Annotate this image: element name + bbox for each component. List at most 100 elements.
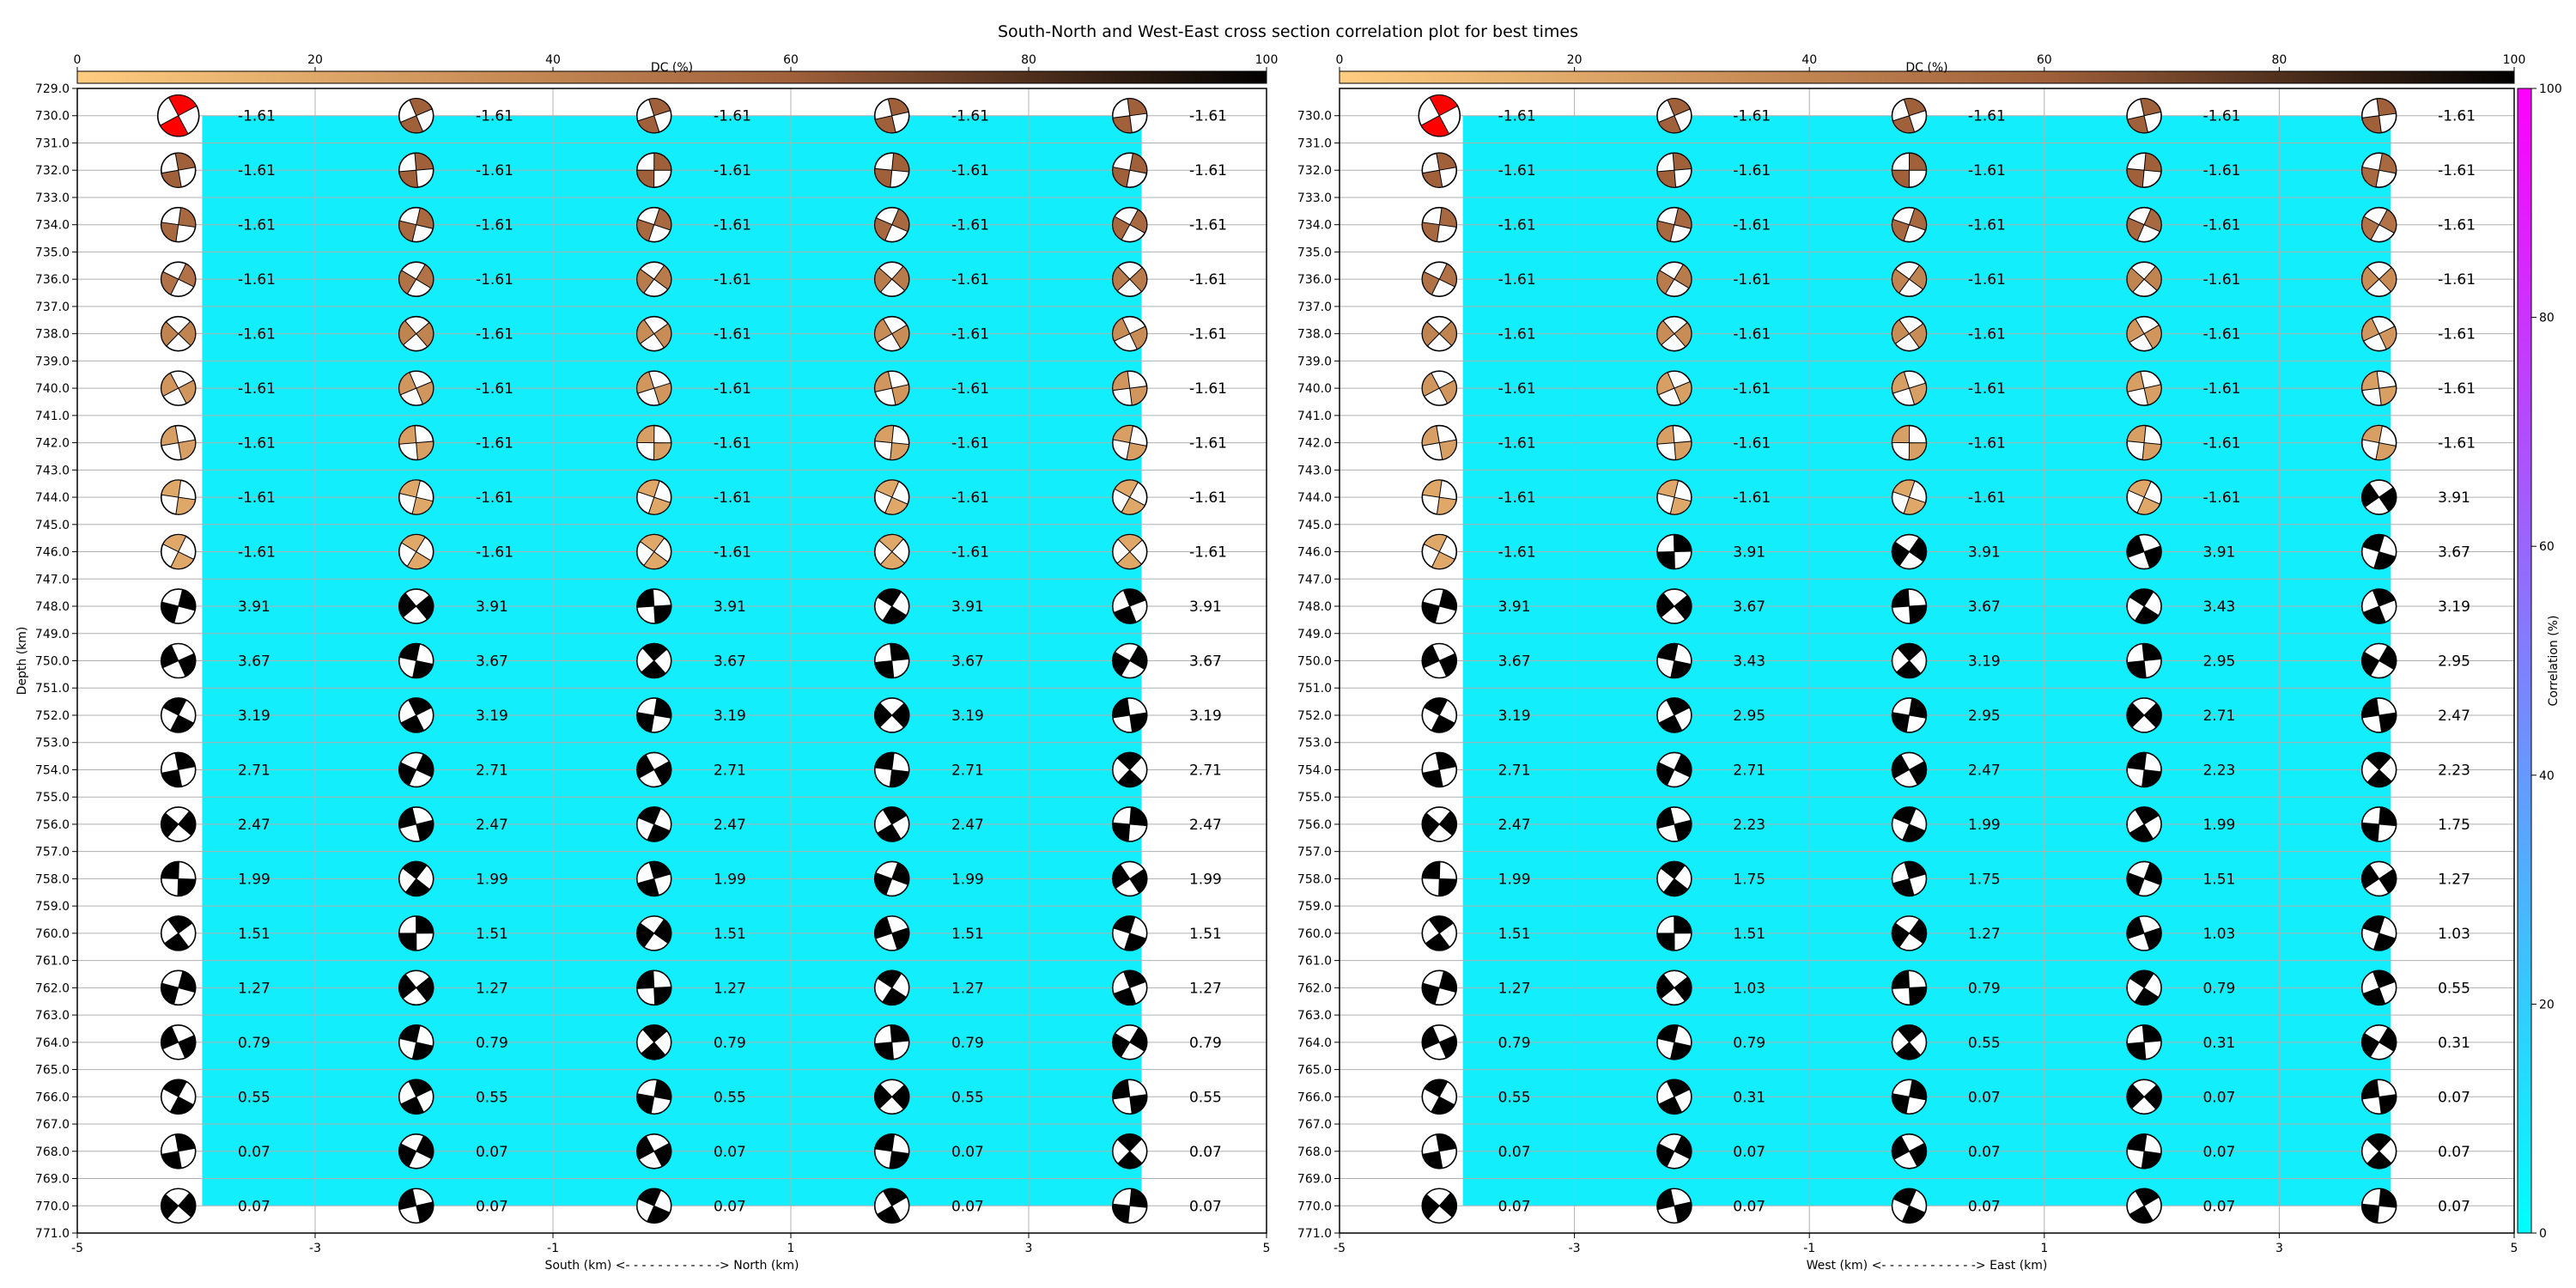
- value-label: 2.71: [1189, 762, 1222, 779]
- y-tick-label: 748.0: [1297, 600, 1332, 614]
- value-label: -1.61: [951, 435, 989, 453]
- value-label: 1.27: [1498, 980, 1531, 997]
- value-label: -1.61: [714, 108, 751, 125]
- beachball-marker: [2360, 1133, 2397, 1170]
- value-label: -1.61: [714, 162, 751, 179]
- value-label: 3.43: [2202, 598, 2235, 616]
- value-label: 2.23: [1733, 817, 1765, 834]
- y-tick-label: 745.0: [1297, 519, 1332, 532]
- beachball-marker: [1891, 860, 1928, 897]
- beachball-marker: [1421, 969, 1458, 1006]
- value-label: -1.61: [1189, 108, 1227, 125]
- value-label: -1.61: [1968, 489, 2006, 507]
- beachball-marker: [2360, 424, 2397, 461]
- beachball-marker: [635, 915, 672, 951]
- y-tick-label: 739.0: [1297, 355, 1332, 368]
- value-label: 3.67: [714, 653, 746, 671]
- y-tick-label: 769.0: [35, 1173, 70, 1187]
- value-label: 0.07: [238, 1198, 270, 1215]
- y-tick-label: 731.0: [35, 137, 70, 150]
- beachball-marker: [2126, 860, 2162, 897]
- value-label: 3.67: [476, 653, 508, 671]
- y-tick-label: 761.0: [35, 955, 70, 969]
- beachball-marker: [2126, 315, 2162, 352]
- beachball-marker: [2360, 860, 2397, 897]
- correlation-tick-label: 80: [2539, 312, 2555, 325]
- beachball-marker: [1421, 915, 1458, 951]
- beachball-marker: [2126, 697, 2162, 733]
- beachball-marker: [160, 370, 197, 406]
- beachball-marker: [635, 969, 672, 1006]
- beachball-marker: [160, 1188, 197, 1224]
- value-label: 1.51: [476, 926, 508, 943]
- y-tick-label: 750.0: [1297, 655, 1332, 669]
- beachball-marker: [635, 533, 672, 570]
- beachball-marker: [2126, 97, 2162, 134]
- value-label: 0.07: [1189, 1198, 1222, 1215]
- x-tick-label: -1: [547, 1242, 559, 1255]
- beachball-marker: [1421, 315, 1458, 352]
- beachball-marker: [1656, 969, 1692, 1006]
- beachball-marker: [1656, 206, 1692, 243]
- beachball-marker: [1421, 1188, 1458, 1224]
- beachball-marker: [1656, 1024, 1692, 1060]
- y-tick-label: 766.0: [1297, 1091, 1332, 1104]
- value-label: 3.91: [238, 598, 270, 616]
- value-label: -1.61: [1189, 217, 1227, 234]
- value-label: -1.61: [1733, 271, 1771, 289]
- value-label: 0.79: [951, 1035, 984, 1052]
- dc-colorbar-label: DC (%): [1905, 61, 1947, 75]
- beachball-marker: [1111, 206, 1148, 243]
- beachball-marker: [2360, 642, 2397, 679]
- beachball-marker: [160, 533, 197, 570]
- value-label: 1.51: [1498, 926, 1531, 943]
- value-label: 0.07: [2438, 1144, 2470, 1161]
- beachball-marker: [160, 315, 197, 352]
- value-label: -1.61: [2438, 380, 2476, 398]
- value-label: -1.61: [2202, 162, 2240, 179]
- beachball-marker: [1891, 533, 1928, 570]
- south-north-panel: -5 -3 -1 1 3 5 729.0 730.0 731.0 732.0 733.0 734.0 7…: [15, 53, 1278, 1273]
- value-label: 0.07: [238, 1144, 270, 1161]
- y-tick-label: 758.0: [35, 872, 70, 886]
- beachball-marker: [1891, 642, 1928, 679]
- y-tick-label: 751.0: [1297, 682, 1332, 696]
- value-label: 3.67: [238, 653, 270, 671]
- value-label: -1.61: [1968, 271, 2006, 289]
- beachball-marker: [1891, 370, 1928, 406]
- value-label: -1.61: [1498, 544, 1536, 562]
- beachball-marker: [1656, 1188, 1692, 1224]
- y-tick-label: 747.0: [1297, 573, 1332, 586]
- y-tick-label: 761.0: [1297, 955, 1332, 969]
- beachball-marker: [398, 479, 434, 515]
- value-label: 1.99: [1189, 871, 1222, 888]
- beachball-marker: [398, 1188, 434, 1224]
- beachball-marker: [2360, 806, 2397, 842]
- beachball-marker: [1656, 642, 1692, 679]
- y-tick-label: 754.0: [35, 763, 70, 777]
- beachball-marker: [635, 806, 672, 842]
- beachball-marker: [2360, 533, 2397, 570]
- y-tick-label: 750.0: [35, 655, 70, 669]
- beachball-marker: [873, 315, 910, 352]
- value-label: 0.55: [2438, 980, 2470, 997]
- beachball-marker: [2360, 479, 2397, 515]
- y-tick-label: 740.0: [1297, 382, 1332, 396]
- y-tick-label: 730.0: [35, 110, 70, 124]
- beachball-marker: [2360, 1078, 2397, 1115]
- value-label: 0.55: [1968, 1035, 2001, 1052]
- beachball-marker: [1656, 697, 1692, 733]
- beachball-marker: [635, 1024, 672, 1060]
- beachball-marker: [1891, 152, 1928, 189]
- beachball-marker: [1421, 424, 1458, 461]
- beachball-marker: [873, 261, 910, 297]
- value-label: 0.07: [951, 1198, 984, 1215]
- value-label: 3.67: [1498, 653, 1531, 671]
- beachball-marker: [398, 1133, 434, 1170]
- x-tick-label: 5: [2511, 1242, 2518, 1255]
- y-tick-label: 771.0: [35, 1227, 70, 1241]
- beachball-marker: [2126, 1188, 2162, 1224]
- value-label: -1.61: [951, 271, 989, 289]
- correlation-tick-label: 0: [2539, 1227, 2547, 1241]
